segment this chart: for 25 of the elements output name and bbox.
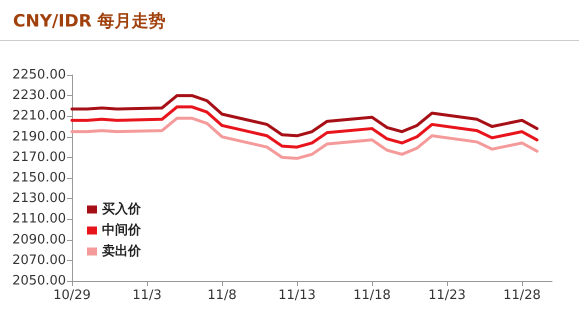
x-tick-label: 11/3 [132,288,162,303]
y-tick-label: 2250.00 [12,68,66,82]
line-series [70,116,538,160]
y-tick-label: 2230.00 [12,88,66,104]
line-series [70,105,538,149]
y-tick-label: 2050.00 [12,274,66,288]
x-tick-label: 11/28 [503,288,541,303]
y-tick-label: 2150.00 [12,170,66,186]
x-tick-label: 11/23 [428,288,466,303]
x-tick-label: 11/8 [207,288,237,303]
y-tick-label: 2130.00 [12,191,66,206]
y-tick-label: 2190.00 [12,129,66,144]
legend-label: 卖出价 [102,244,142,259]
y-tick-label: 2070.00 [12,252,66,268]
legend-label: 买入价 [102,201,142,217]
legend-label: 中间价 [102,223,142,238]
y-tick-label: 2090.00 [12,232,66,248]
x-tick-label: 11/13 [278,288,316,303]
x-tick-label: 10/29 [53,288,91,303]
y-tick-label: 2110.00 [12,212,66,227]
y-tick-label: 2170.00 [12,150,66,165]
y-tick-label: 2210.00 [12,108,66,124]
chart-title: CNY/IDR 每月走势 [13,12,166,32]
x-tick-label: 11/18 [353,288,391,303]
line-series [70,94,538,138]
